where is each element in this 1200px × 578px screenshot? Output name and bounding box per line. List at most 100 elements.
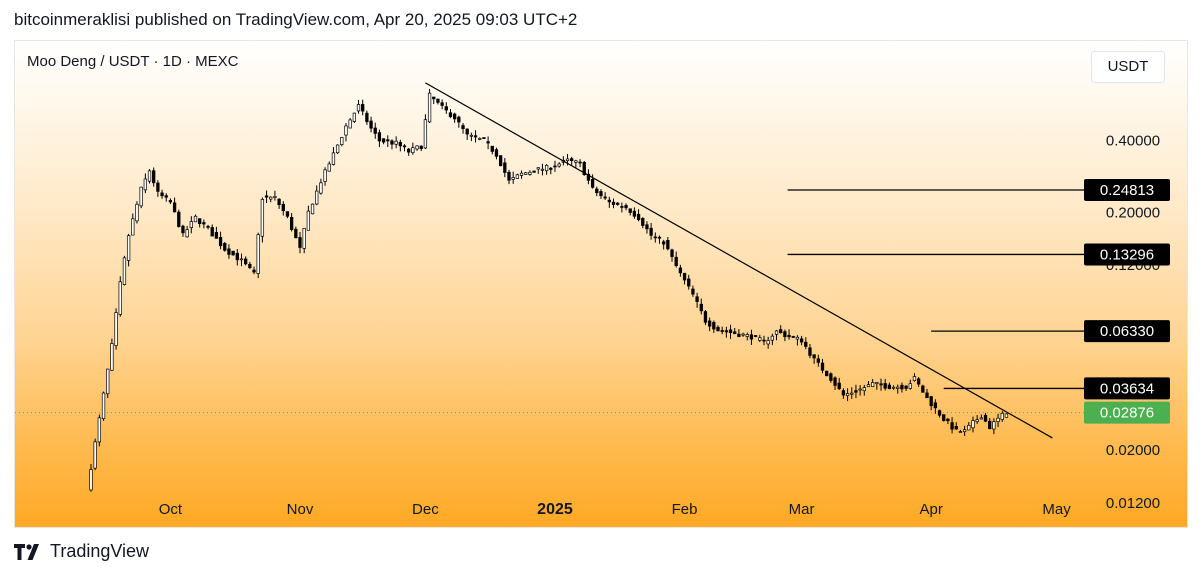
candle-up (352, 112, 356, 122)
candle-down (632, 210, 637, 217)
candle-down (152, 170, 156, 184)
candle-down (289, 217, 294, 230)
price-chart[interactable]: 0.800000.400000.200000.120000.020000.012… (15, 41, 1187, 527)
candle-up (256, 234, 260, 274)
candle-up (122, 257, 127, 285)
brand-name: TradingView (50, 541, 150, 561)
candle-down (699, 303, 703, 312)
candle-down (553, 165, 557, 168)
candle-down (223, 243, 227, 251)
currency-button[interactable]: USDT (1091, 51, 1165, 83)
candle-up (967, 424, 971, 431)
candle-down (716, 326, 720, 332)
candle-down (820, 362, 825, 371)
candle-down (636, 213, 641, 221)
chart-panel[interactable]: 0.800000.400000.200000.120000.020000.012… (14, 40, 1188, 528)
candle-down (620, 206, 624, 208)
candle-down (607, 199, 611, 203)
candle-down (361, 104, 365, 112)
candle-up (89, 469, 93, 491)
candle-down (168, 200, 173, 203)
candle-down (244, 258, 248, 265)
candle-down (720, 330, 724, 332)
descending-trendline[interactable] (425, 82, 1053, 439)
candle-down (498, 155, 503, 167)
candle-up (875, 381, 879, 384)
candle-down (461, 125, 465, 130)
candle-up (315, 190, 319, 205)
candles-group (89, 88, 1009, 492)
candle-down (653, 236, 657, 239)
level-label-text: 0.24813 (1100, 182, 1154, 199)
candle-down (682, 272, 687, 281)
level-labels-group: 0.24813 0.13296 0.06330 0.03634 0.02876 (1084, 179, 1170, 424)
candle-up (557, 163, 561, 167)
y-tick-label: 0.40000 (1106, 133, 1160, 150)
candle-down (816, 358, 820, 363)
candle-down (833, 377, 837, 386)
candle-down (841, 390, 846, 396)
candle-up (544, 164, 549, 172)
candle-down (737, 333, 741, 337)
candle-up (185, 229, 189, 238)
candle-down (657, 236, 662, 239)
candle-up (331, 152, 336, 165)
candle-down (181, 225, 185, 234)
candle-up (411, 147, 415, 154)
footer-brand[interactable]: TradingView (14, 541, 149, 562)
candle-up (741, 333, 745, 336)
candle-down (281, 203, 285, 212)
candle-down (549, 167, 553, 170)
candle-down (787, 334, 791, 338)
x-tick-label: Oct (159, 501, 183, 518)
level-label-box (1084, 320, 1170, 343)
candle-down (444, 106, 448, 111)
candle-down (453, 113, 457, 120)
candle-down (198, 218, 202, 224)
candle-up (147, 170, 152, 182)
candle-down (227, 248, 231, 255)
candle-down (703, 311, 708, 323)
candle-down (925, 392, 929, 399)
candle-up (302, 228, 306, 249)
candle-down (837, 382, 841, 390)
candle-down (369, 120, 373, 129)
candle-up (770, 335, 774, 341)
candle-up (478, 137, 482, 140)
last-price-text: 0.02876 (1100, 405, 1154, 422)
x-tick-label: Apr (920, 501, 943, 518)
candle-up (565, 158, 570, 162)
candle-up (1000, 412, 1004, 420)
candle-down (590, 178, 595, 188)
candle-up (862, 387, 866, 392)
candle-down (662, 241, 666, 245)
candle-up (427, 92, 432, 123)
candle-down (641, 218, 645, 226)
candle-down (954, 425, 958, 430)
y-tick-label: 0.20000 (1106, 204, 1160, 221)
candle-up (845, 393, 850, 397)
candle-up (260, 199, 265, 237)
candle-up (908, 383, 912, 389)
candle-up (758, 337, 762, 341)
candle-down (916, 378, 921, 385)
candle-down (206, 225, 210, 228)
candle-up (356, 104, 361, 112)
candle-up (131, 218, 135, 236)
candle-down (666, 240, 670, 250)
candle-down (202, 222, 206, 225)
candle-down (235, 252, 239, 261)
candle-down (373, 127, 377, 134)
candle-down (294, 228, 298, 239)
candle-up (850, 392, 854, 395)
tradingview-logo-icon (14, 543, 39, 560)
candle-down (678, 267, 683, 274)
candle-down (264, 195, 269, 198)
candle-up (101, 392, 106, 419)
candle-down (248, 263, 252, 269)
candle-up (273, 196, 277, 198)
level-label-box (1084, 179, 1170, 202)
candle-down (829, 373, 833, 381)
candle-up (536, 167, 540, 170)
candle-down (929, 396, 933, 407)
